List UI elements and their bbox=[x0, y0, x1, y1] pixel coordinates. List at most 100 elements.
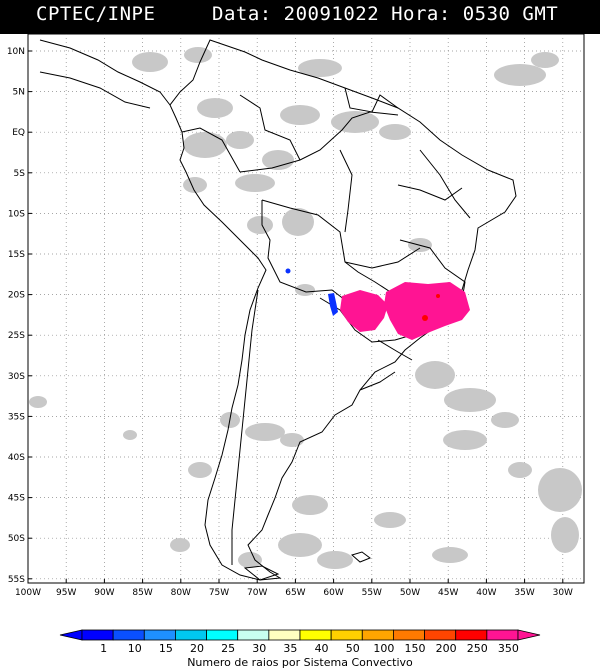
scale-swatch bbox=[330, 629, 363, 641]
cloud-patch bbox=[282, 208, 314, 236]
central-america-north bbox=[39, 71, 151, 109]
border-argentina-uruguay bbox=[359, 371, 396, 391]
scale-swatch bbox=[175, 629, 207, 641]
scale-swatch bbox=[455, 629, 488, 641]
lat-label: 15S bbox=[8, 250, 25, 260]
lat-label: 10S bbox=[8, 209, 25, 219]
scale-label: 15 bbox=[159, 642, 173, 655]
cloud-patch bbox=[444, 388, 496, 412]
border-ecuador bbox=[181, 127, 241, 173]
cloud-patch bbox=[331, 111, 379, 133]
scale-label: 25 bbox=[221, 642, 235, 655]
lon-label: 75W bbox=[209, 588, 229, 598]
header-bar: CPTEC/INPE Data: 20091022 Hora: 0530 GMT bbox=[0, 0, 600, 34]
scale-swatch bbox=[81, 629, 114, 641]
scale-label: 200 bbox=[436, 642, 457, 655]
scale-arrow-left bbox=[59, 629, 83, 641]
lightning-dot-red bbox=[422, 315, 428, 321]
lightning-cluster-sao-paulo bbox=[384, 282, 470, 340]
border-brazil-north bbox=[239, 111, 399, 173]
lon-label: 35W bbox=[514, 588, 534, 598]
lat-label: 5N bbox=[13, 88, 25, 98]
lat-label: 25S bbox=[8, 331, 25, 341]
cloud-patch bbox=[170, 538, 190, 552]
south-america-coastline bbox=[169, 39, 517, 581]
tierra-del-fuego bbox=[243, 565, 280, 581]
cloud-patch bbox=[226, 131, 254, 149]
country-borders bbox=[39, 39, 517, 581]
scale-label: 100 bbox=[373, 642, 394, 655]
cloud-patch bbox=[374, 512, 406, 528]
border-argentina-chile bbox=[231, 289, 259, 565]
scale-swatch bbox=[268, 629, 301, 641]
lat-label: 55S bbox=[8, 575, 25, 585]
longitude-labels: 100W 95W 90W 85W 80W 75W 70W 65W 60W 55W 50W 45W 40W… bbox=[15, 588, 573, 598]
header-org: CPTEC/INPE bbox=[36, 3, 156, 25]
scale-label: 10 bbox=[128, 642, 142, 655]
color-scale: 1 10 15 20 25 30 35 40 50 100 150 200 250 350 bbox=[59, 629, 541, 655]
cloud-patch bbox=[123, 430, 137, 440]
cloud-patch bbox=[262, 150, 294, 170]
falkland-islands bbox=[350, 551, 372, 563]
scale-label: 40 bbox=[315, 642, 329, 655]
lon-label: 100W bbox=[15, 588, 41, 598]
cloud-patch bbox=[531, 52, 559, 68]
cloud-patch bbox=[183, 177, 207, 193]
cloud-patch bbox=[538, 468, 582, 512]
lon-label: 95W bbox=[56, 588, 76, 598]
scale-label: 20 bbox=[190, 642, 204, 655]
border-peru-bolivia bbox=[261, 200, 346, 301]
lon-label: 55W bbox=[362, 588, 382, 598]
lon-label: 45W bbox=[438, 588, 458, 598]
scale-swatch bbox=[237, 629, 270, 641]
lightning-cluster-paraguay bbox=[340, 290, 388, 332]
scale-swatch bbox=[424, 629, 457, 641]
border-brazil-states-5 bbox=[397, 184, 463, 201]
border-brazil-states-2 bbox=[344, 247, 421, 269]
map-grid bbox=[27, 34, 584, 583]
latitude-labels: 10N 5N EQ 5S 10S 15S 20S 25S 30S 35S 40S 45S 50S 55S bbox=[7, 47, 25, 585]
lon-label: 40W bbox=[476, 588, 496, 598]
cloud-patch bbox=[278, 533, 322, 557]
lon-label: 70W bbox=[247, 588, 267, 598]
lat-label: 20S bbox=[8, 291, 25, 301]
cloud-patch bbox=[280, 105, 320, 125]
map-frame bbox=[27, 33, 585, 584]
cloud-patch bbox=[317, 551, 353, 569]
scale-arrow-right bbox=[517, 629, 541, 641]
lon-label: 60W bbox=[323, 588, 343, 598]
cloud-patch bbox=[188, 462, 212, 478]
scale-label: 150 bbox=[405, 642, 426, 655]
border-brazil-states-1 bbox=[399, 239, 466, 301]
lat-label: 5S bbox=[14, 169, 26, 179]
lightning-dot-blue bbox=[285, 268, 291, 274]
scale-swatch bbox=[299, 629, 332, 641]
lightning-cluster-blue bbox=[328, 293, 338, 316]
cloud-patch bbox=[132, 52, 168, 72]
lightning-dot-red bbox=[436, 294, 440, 298]
cloud-patch bbox=[491, 412, 519, 428]
lat-label: 45S bbox=[8, 494, 25, 504]
scale-swatch bbox=[361, 629, 394, 641]
cloud-patch bbox=[29, 396, 47, 408]
cloud-patch bbox=[184, 47, 212, 63]
cloud-patch bbox=[280, 433, 304, 447]
cloud-patch bbox=[551, 517, 579, 553]
scale-swatch bbox=[143, 629, 176, 641]
lat-label: 40S bbox=[8, 453, 25, 463]
lat-label: EQ bbox=[12, 128, 25, 138]
cloud-patch bbox=[235, 174, 275, 192]
lon-label: 50W bbox=[400, 588, 420, 598]
header-timestamp: Data: 20091022 Hora: 0530 GMT bbox=[212, 3, 559, 25]
cloud-patch bbox=[415, 361, 455, 389]
lon-label: 85W bbox=[132, 588, 152, 598]
border-brazil-states-7 bbox=[377, 339, 413, 361]
cloud-patch bbox=[508, 462, 532, 478]
cloud-patch bbox=[298, 59, 342, 77]
scale-label: 250 bbox=[467, 642, 488, 655]
lightning-systems bbox=[285, 268, 470, 340]
cloud-patch bbox=[494, 64, 546, 86]
lat-label: 10N bbox=[7, 47, 25, 57]
lon-label: 80W bbox=[171, 588, 191, 598]
